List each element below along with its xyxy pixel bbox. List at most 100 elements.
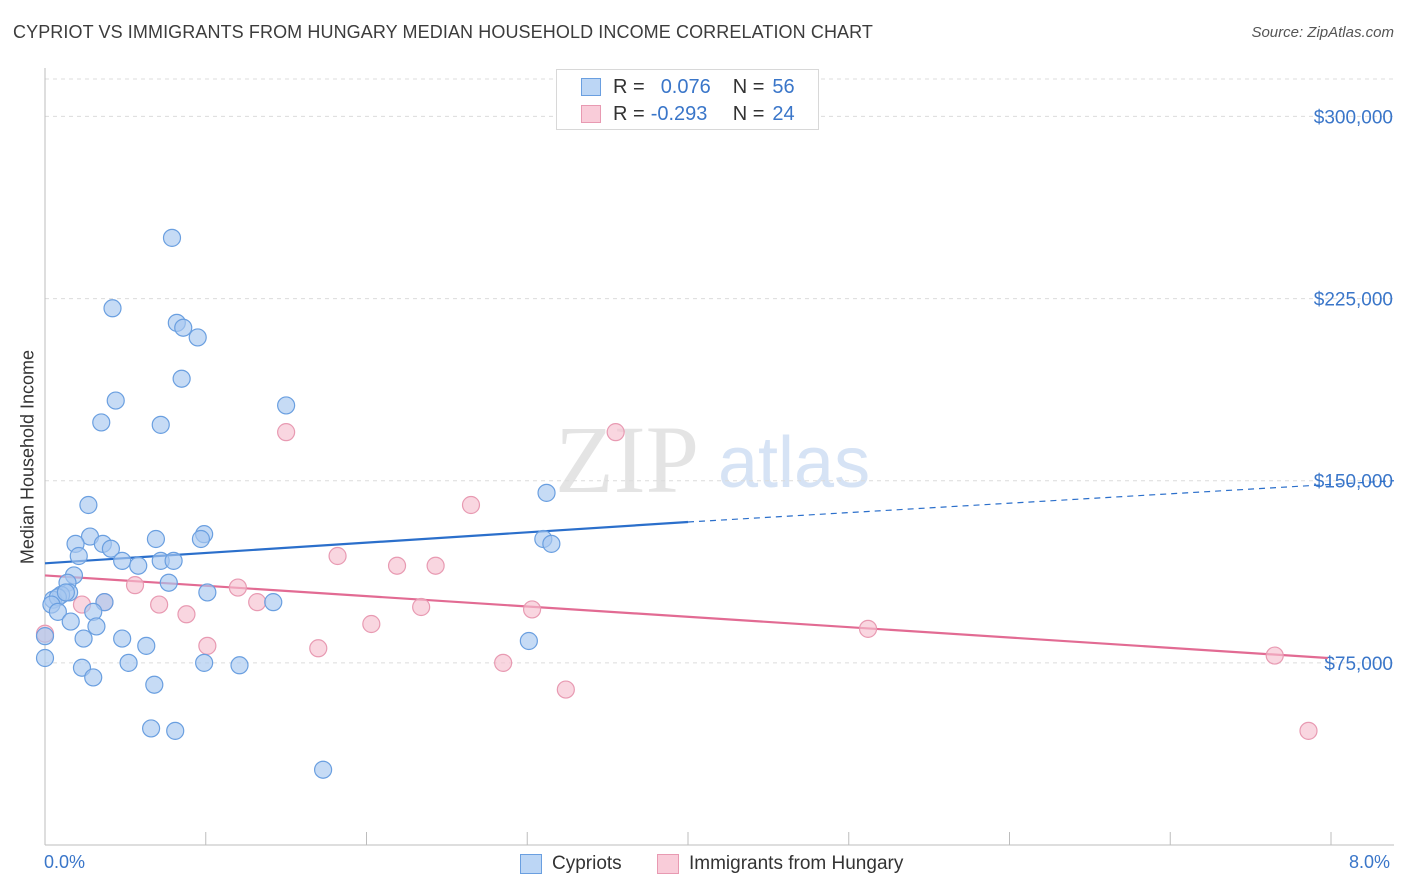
cypriot-point: [129, 556, 148, 575]
r-label: R =: [613, 75, 645, 98]
hungary-point: [387, 556, 407, 575]
cypriot-point: [35, 627, 55, 646]
cypriot-point: [106, 391, 125, 410]
cypriot-point: [141, 719, 161, 738]
bottom-legend-label: Cypriots: [552, 853, 622, 874]
bottom-swatch-blue: [520, 854, 542, 874]
cypriot-point: [230, 656, 249, 675]
legend-row-hungary: R = -0.293 N = 24: [581, 102, 795, 126]
watermark-zip: ZIP: [555, 406, 699, 513]
cypriot-point: [198, 583, 217, 602]
hungary-point: [522, 600, 542, 619]
x-ticks: [44, 832, 1332, 845]
cypriot-point: [137, 636, 156, 655]
legend-row-cypriots: R = 0.076 N = 56: [581, 75, 795, 99]
watermark-atlas: atlas: [718, 423, 870, 503]
cypriot-point: [162, 228, 182, 247]
cypriot-point: [113, 629, 132, 648]
y-tick-label: $225,000: [1314, 290, 1393, 311]
cypriot-point: [48, 602, 67, 621]
r-label: R =: [613, 102, 645, 125]
hungary-point: [125, 576, 145, 595]
hungary-point: [1299, 721, 1318, 740]
hungary-point: [228, 578, 247, 597]
cypriots-trend-line: [44, 520, 689, 565]
n-value: 56: [772, 75, 795, 98]
cypriot-point: [84, 668, 103, 687]
cypriot-point: [159, 573, 178, 592]
cypriots-trend-extension: [687, 480, 1395, 523]
cypriot-point: [537, 483, 556, 502]
hungary-point: [150, 595, 169, 614]
cypriot-point: [166, 721, 185, 740]
hungary-point: [461, 495, 481, 515]
y-tick-labels: $75,000 $150,000 $225,000 $300,000: [1314, 107, 1393, 674]
cypriot-point: [191, 529, 211, 549]
n-label: N =: [732, 102, 765, 125]
y-axis-label: Median Household Income: [17, 349, 38, 565]
hungary-point: [198, 636, 217, 655]
hungary-point: [309, 639, 328, 658]
cypriot-point: [113, 551, 132, 570]
cypriot-point: [164, 551, 183, 570]
x-min-label: 0.0%: [44, 852, 86, 872]
cypriot-point: [145, 675, 164, 694]
cypriot-point: [74, 629, 93, 648]
hungary-point: [328, 546, 347, 566]
y-tick-label: $150,000: [1314, 472, 1393, 493]
hungary-point: [606, 423, 625, 442]
hungary-point: [858, 619, 878, 638]
cypriot-point: [313, 760, 333, 779]
cypriot-point: [56, 583, 75, 602]
bottom-legend-label: Immigrants from Hungary: [689, 853, 904, 874]
cypriot-point: [195, 653, 214, 672]
stats-legend: R = 0.076 N = 56 R = -0.293 N = 24: [556, 69, 819, 130]
bottom-legend-cypriots: Cypriots: [520, 852, 622, 876]
hungary-point: [248, 593, 267, 612]
gridlines: [45, 78, 1394, 664]
cypriot-points: [35, 228, 561, 779]
hungary-point: [277, 423, 296, 442]
cypriot-point: [61, 612, 80, 631]
hungary-point: [362, 614, 381, 634]
cypriot-point: [151, 415, 170, 434]
hungary-point: [177, 605, 196, 624]
n-label: N =: [732, 75, 765, 98]
hungary-point: [556, 680, 575, 699]
x-max-label: 8.0%: [1349, 852, 1391, 872]
y-tick-label: $75,000: [1324, 654, 1393, 675]
cypriot-point: [119, 653, 138, 672]
cypriot-point: [103, 299, 122, 318]
hungary-point: [494, 653, 513, 672]
cypriot-point: [69, 546, 88, 566]
axes: [44, 68, 1394, 846]
hungary-trend-line: [44, 574, 1328, 660]
cypriot-point: [264, 593, 283, 612]
chart-title: CYPRIOT VS IMMIGRANTS FROM HUNGARY MEDIA…: [13, 22, 874, 42]
cypriot-point: [101, 539, 121, 558]
cypriot-point: [87, 617, 106, 636]
cypriot-point: [519, 631, 538, 651]
cypriot-point: [542, 534, 561, 553]
watermark: ZIP atlas: [555, 406, 870, 513]
trend-lines: [44, 480, 1395, 660]
cypriot-point: [188, 328, 207, 347]
n-value: 24: [772, 102, 795, 125]
cypriot-point: [277, 396, 296, 415]
cypriot-point: [174, 318, 193, 337]
cypriot-point: [35, 648, 55, 668]
hungary-point: [426, 556, 445, 575]
source-label: Source: ZipAtlas.com: [1251, 24, 1394, 41]
legend-swatch-blue: [581, 78, 601, 96]
cypriot-point: [92, 413, 111, 432]
r-value: -0.293: [650, 102, 708, 125]
hungary-point: [1265, 646, 1284, 665]
legend-swatch-pink: [581, 105, 601, 123]
cypriot-point: [79, 495, 98, 515]
y-tick-label: $300,000: [1314, 107, 1393, 128]
hungary-point: [412, 597, 431, 617]
r-value: 0.076: [660, 75, 711, 98]
bottom-legend-hungary: Immigrants from Hungary: [657, 852, 903, 876]
bottom-swatch-pink: [657, 854, 679, 874]
